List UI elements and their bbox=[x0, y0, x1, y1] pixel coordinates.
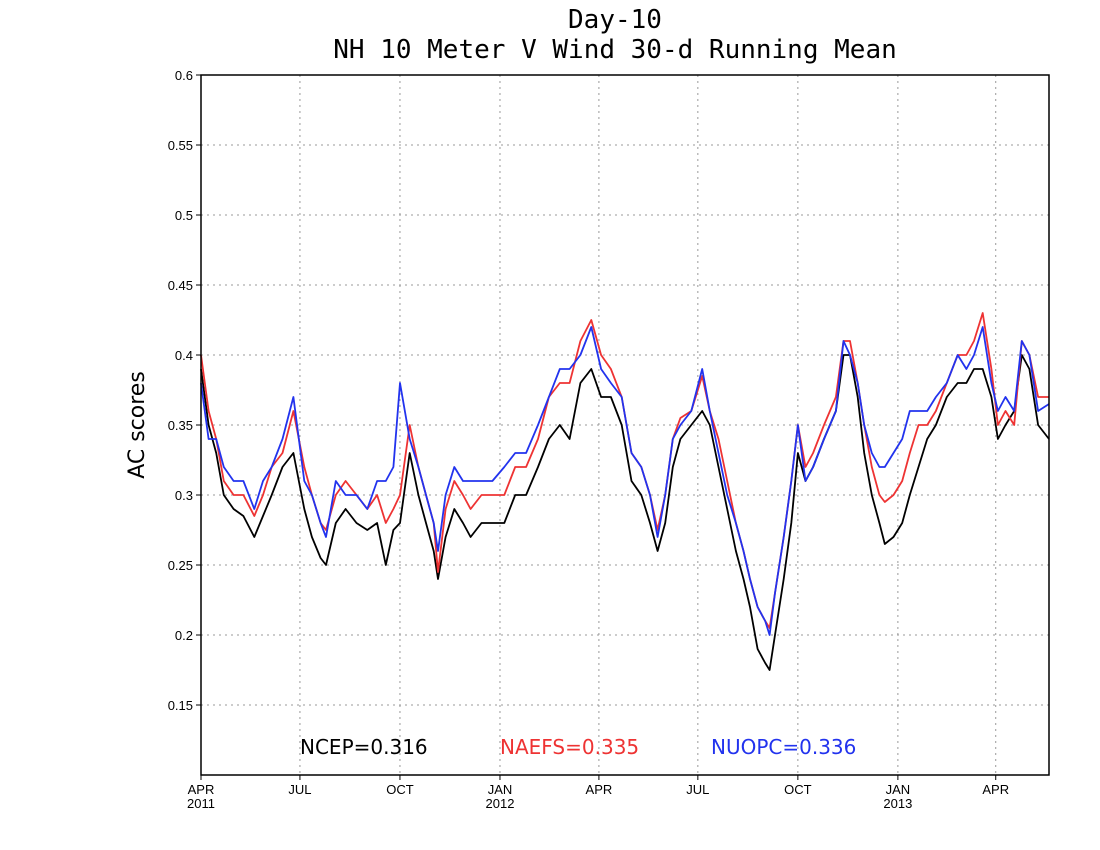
y-tick-label: 0.35 bbox=[168, 418, 193, 433]
series-line-nuopc bbox=[200, 326, 1050, 636]
grid-lines bbox=[201, 74, 1049, 775]
x-tick-label-month: APR bbox=[982, 782, 1009, 797]
x-tick-label-month: JUL bbox=[686, 782, 709, 797]
x-tick-label-month: OCT bbox=[784, 782, 812, 797]
x-tick-label-month: OCT bbox=[386, 782, 414, 797]
x-tick-label-month: APR bbox=[188, 782, 215, 797]
legend-ncep: NCEP=0.316 bbox=[300, 735, 428, 759]
legend: NCEP=0.316 NAEFS=0.335 NUOPC=0.336 bbox=[300, 735, 856, 759]
x-tick-label-year: 2012 bbox=[486, 796, 515, 811]
x-tick-label-year: 2013 bbox=[883, 796, 912, 811]
y-tick-label: 0.6 bbox=[175, 68, 193, 83]
y-tick-label: 0.15 bbox=[168, 698, 193, 713]
y-tick-label: 0.45 bbox=[168, 278, 193, 293]
y-tick-label: 0.55 bbox=[168, 138, 193, 153]
y-axis: 0.15 0.2 0.25 0.3 0.35 0.4 0.45 0.5 0.55 0.6 bbox=[168, 68, 201, 713]
series-line-naefs bbox=[200, 312, 1049, 629]
x-tick-label-month: APR bbox=[586, 782, 613, 797]
x-tick-label-month: JAN bbox=[488, 782, 513, 797]
y-tick-label: 0.2 bbox=[175, 628, 193, 643]
y-tick-label: 0.5 bbox=[175, 208, 193, 223]
y-tick-label: 0.4 bbox=[175, 348, 193, 363]
series-lines bbox=[200, 312, 1050, 671]
series-line-ncep bbox=[200, 354, 1050, 671]
y-tick-label: 0.3 bbox=[175, 488, 193, 503]
y-axis-label: AC scores bbox=[125, 371, 150, 479]
chart-title: Day-10 bbox=[568, 5, 662, 35]
x-tick-label-month: JAN bbox=[886, 782, 911, 797]
y-tick-label: 0.25 bbox=[168, 558, 193, 573]
x-tick-label-month: JUL bbox=[288, 782, 311, 797]
chart-subtitle: NH 10 Meter V Wind 30-d Running Mean bbox=[333, 35, 897, 65]
x-tick-label-year: 2011 bbox=[187, 796, 215, 811]
legend-naefs: NAEFS=0.335 bbox=[500, 735, 639, 759]
legend-nuopc: NUOPC=0.336 bbox=[711, 735, 856, 759]
